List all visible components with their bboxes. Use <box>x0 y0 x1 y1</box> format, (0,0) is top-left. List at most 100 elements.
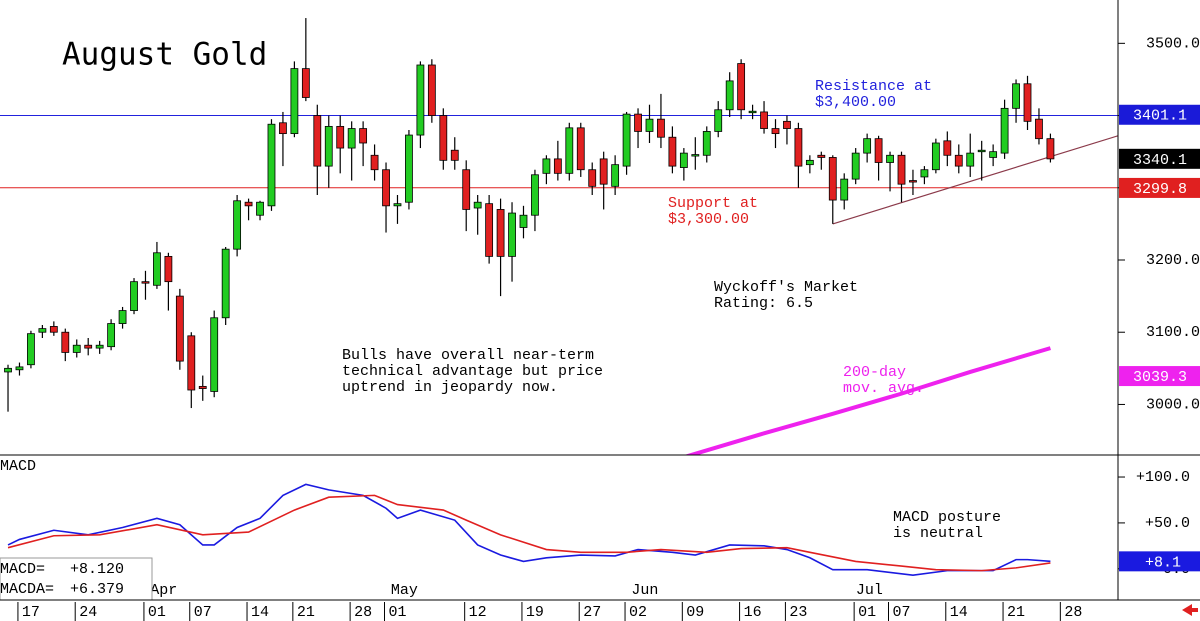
candle-body <box>588 169 597 187</box>
macd-value-box <box>1119 551 1200 572</box>
candle-body <box>164 255 173 283</box>
candle-body <box>4 367 12 373</box>
candle-body <box>187 335 196 391</box>
x-tick-label: 16 <box>744 604 762 621</box>
candle-body <box>450 149 459 161</box>
x-tick-label: 01 <box>148 604 166 621</box>
candle-body <box>496 209 505 257</box>
annotation: Support at <box>668 195 758 212</box>
annotation: $3,400.00 <box>815 94 896 111</box>
candle-body <box>840 178 849 201</box>
candle-body <box>817 154 826 158</box>
price-label-box <box>1119 104 1200 125</box>
candle-body <box>244 201 253 207</box>
month-label: Jun <box>631 582 658 599</box>
candle-body <box>72 344 81 353</box>
candle-body <box>405 134 413 203</box>
candle-body <box>725 80 734 111</box>
candle-body <box>508 212 516 257</box>
candle-body <box>794 128 803 167</box>
macd-panel <box>7 483 1051 577</box>
month-label: Apr <box>150 582 177 599</box>
candle-body <box>714 109 723 132</box>
candle-body <box>909 180 917 183</box>
annotation: Resistance at <box>815 78 932 95</box>
x-tick-label: 24 <box>79 604 97 621</box>
candle-body <box>679 152 688 168</box>
candle-body <box>153 252 161 286</box>
candle-body <box>634 113 642 132</box>
candle-body <box>38 328 47 333</box>
candle-body <box>622 113 631 167</box>
candle-body <box>416 64 425 136</box>
candle-body <box>1046 138 1055 160</box>
candle-body <box>645 118 654 132</box>
readout-box <box>0 557 153 601</box>
x-tick-label: 14 <box>950 604 968 621</box>
x-tick-label: 01 <box>858 604 876 621</box>
candle-body <box>920 169 929 178</box>
candle-body <box>359 128 368 144</box>
candle-body <box>301 68 310 98</box>
candle-body <box>95 344 104 349</box>
candle-body <box>221 248 230 319</box>
x-tick-label: 07 <box>892 604 910 621</box>
candle-body <box>347 128 356 149</box>
candle-body <box>783 120 791 129</box>
price-panel <box>0 18 1118 455</box>
candle-body <box>943 140 952 156</box>
macd-label: MACD <box>0 458 36 475</box>
candle-body <box>565 127 574 174</box>
candle-body <box>256 201 264 216</box>
candle-body <box>210 317 219 392</box>
candle-body <box>439 115 448 161</box>
candle-body <box>15 366 24 371</box>
candle-body <box>771 128 780 135</box>
x-tick-label: 19 <box>526 604 544 621</box>
candle-body <box>748 110 757 114</box>
candle-body <box>954 154 963 167</box>
macd-value-label: +8.1 <box>1145 554 1181 571</box>
readout-name: MACD= <box>0 561 45 578</box>
candle-body <box>1000 107 1009 154</box>
annotation: MACD posture <box>893 509 1001 526</box>
x-tick-label: 12 <box>469 604 487 621</box>
trendline <box>832 135 1118 225</box>
candle-body <box>760 111 768 129</box>
candle-body <box>473 201 482 209</box>
candle-body <box>886 154 894 163</box>
candle-body <box>382 169 390 207</box>
candle-body <box>542 158 551 174</box>
candle-body <box>668 136 677 167</box>
candle-body <box>1023 83 1032 122</box>
candle-body <box>1012 83 1020 109</box>
candle-body <box>336 125 345 149</box>
candle-body <box>576 127 585 171</box>
candle-body <box>966 152 975 167</box>
x-tick-label: 01 <box>388 604 406 621</box>
month-label: Jul <box>856 582 883 599</box>
y2-tick-label: +50.0 <box>1145 515 1190 532</box>
scroll-arrow-icon[interactable] <box>1182 604 1198 616</box>
candle-body <box>531 174 539 216</box>
readout-value: +8.120 <box>70 561 124 578</box>
candle-body <box>27 333 35 366</box>
x-tick-label: 17 <box>22 604 40 621</box>
candle-body <box>313 115 322 167</box>
candle-body <box>279 122 287 135</box>
price-label: 3340.1 <box>1133 152 1187 169</box>
candle-body <box>118 310 127 324</box>
annotation: Rating: 6.5 <box>714 295 813 312</box>
readout-value: +6.379 <box>70 581 124 598</box>
candle-body <box>977 149 986 153</box>
candle-body <box>897 154 906 185</box>
price-label-box <box>1119 177 1200 198</box>
y-tick-label: 3500.0 <box>1146 35 1200 52</box>
candle-body <box>290 68 299 135</box>
candle-body <box>828 157 837 201</box>
candle-body <box>175 295 184 362</box>
price-label: 3039.3 <box>1133 369 1187 386</box>
candle-body <box>657 118 665 138</box>
candle-body <box>519 214 528 228</box>
